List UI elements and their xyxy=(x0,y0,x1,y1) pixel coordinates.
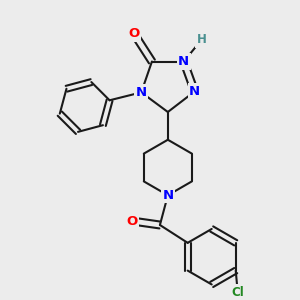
Text: Cl: Cl xyxy=(231,286,244,299)
Text: O: O xyxy=(127,214,138,227)
Text: N: N xyxy=(189,85,200,98)
Text: N: N xyxy=(162,189,173,202)
Text: O: O xyxy=(128,27,140,40)
Text: H: H xyxy=(197,33,206,46)
Text: N: N xyxy=(178,55,189,68)
Text: N: N xyxy=(136,86,147,99)
